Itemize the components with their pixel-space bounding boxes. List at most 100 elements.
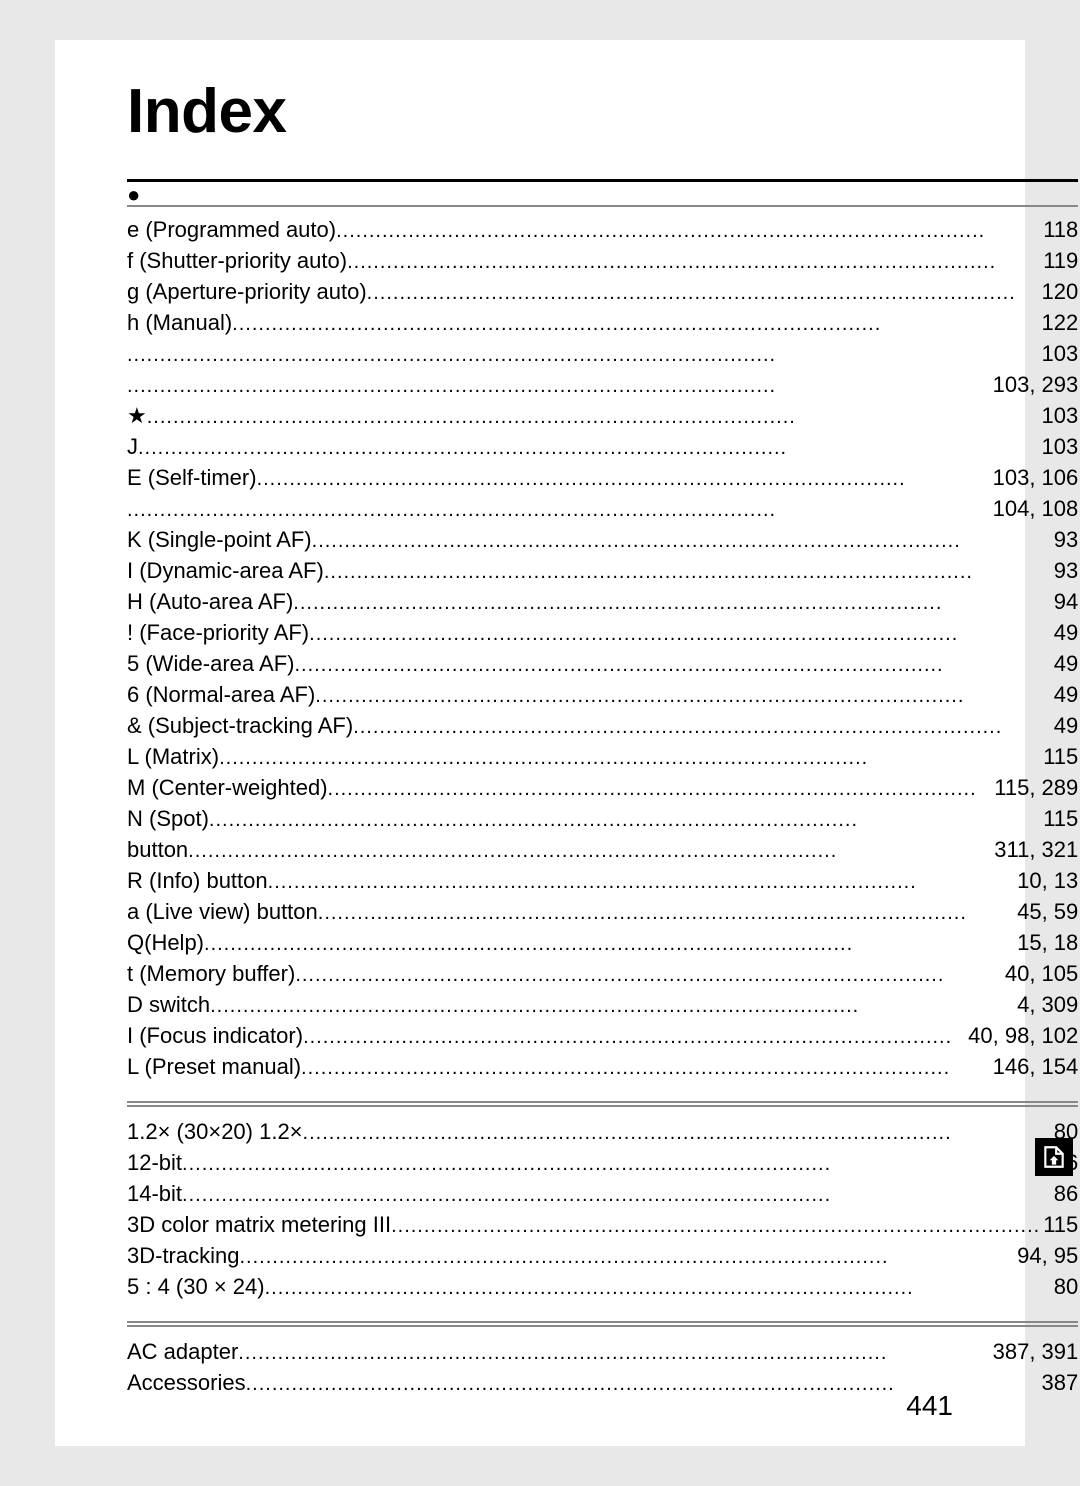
entry-pages: 49 <box>1051 711 1078 740</box>
appendix-tab-icon <box>1035 1138 1073 1176</box>
entry-pages: 119 <box>1040 246 1078 275</box>
entry-pages: 94, 95 <box>1014 1241 1078 1270</box>
index-entry: E (Self-timer)103, 106 <box>127 463 1078 494</box>
entry-pages: 115, 289 <box>991 773 1078 802</box>
left-column: ● e (Programmed auto) 118 f (Shutter-prior… <box>127 173 1078 1440</box>
leader-dots <box>353 711 1051 742</box>
index-entry: g (Aperture-priority auto)120 <box>127 277 1078 308</box>
index-entry: 6 (Normal-area AF)49 <box>127 680 1078 711</box>
leader-dots <box>309 618 1051 649</box>
entry-pages: 4, 309 <box>1014 990 1078 1019</box>
entry-pages: 94 <box>1051 587 1078 616</box>
index-entry: & (Subject-tracking AF) 49 <box>127 711 1078 742</box>
leader-dots <box>204 928 1014 959</box>
leader-dots <box>303 1117 1051 1148</box>
leader-dots <box>347 246 1040 277</box>
entry-pages: 93 <box>1051 525 1078 554</box>
index-entry: a (Live view) button45, 59 <box>127 897 1078 928</box>
entry-label: 5 : 4 (30 × 24) <box>127 1272 265 1301</box>
index-entry: button311, 321 <box>127 835 1078 866</box>
entry-label: 3D-tracking <box>127 1241 239 1270</box>
index-entry: 3D color matrix metering III 115 <box>127 1210 1078 1241</box>
entry-label: & (Subject-tracking AF) <box>127 711 353 740</box>
index-entry: 5 (Wide-area AF)49 <box>127 649 1078 680</box>
leader-dots <box>182 1179 1051 1210</box>
index-entry: Q(Help)15, 18 <box>127 928 1078 959</box>
entry-pages: 103 <box>1039 432 1079 461</box>
index-entry: 103 <box>127 339 1078 370</box>
entry-pages: 40, 98, 102 <box>965 1021 1078 1050</box>
entry-label: M (Center-weighted) <box>127 773 328 802</box>
entry-pages: 387, 391 <box>990 1337 1079 1366</box>
entry-pages: 40, 105 <box>1002 959 1078 988</box>
leader-dots <box>318 897 1014 928</box>
leader-dots <box>324 556 1051 587</box>
entry-label: ! (Face-priority AF) <box>127 618 309 647</box>
leader-dots <box>295 959 1002 990</box>
leader-dots <box>182 1148 1051 1179</box>
leader-dots <box>239 1241 1014 1272</box>
index-entry: 3D-tracking 94, 95 <box>127 1241 1078 1272</box>
entry-pages: 103, 106 <box>990 463 1079 492</box>
leader-dots <box>391 1210 1040 1241</box>
index-entry: M (Center-weighted) 115, 289 <box>127 773 1078 804</box>
index-entry: e (Programmed auto) 118 <box>127 215 1078 246</box>
entry-label: R (Info) button <box>127 866 268 895</box>
leader-dots <box>127 339 1039 370</box>
entry-label: D switch <box>127 990 210 1019</box>
leader-dots <box>188 835 991 866</box>
entry-label: 3D color matrix metering III <box>127 1210 391 1239</box>
entry-pages: 86 <box>1051 1179 1078 1208</box>
index-entry: J 103 <box>127 432 1078 463</box>
leader-dots <box>336 215 1040 246</box>
entry-label: I (Focus indicator) <box>127 1021 303 1050</box>
entry-label: t (Memory buffer) <box>127 959 295 988</box>
entry-pages: 115 <box>1040 1210 1078 1239</box>
entry-pages: 146, 154 <box>990 1052 1079 1081</box>
page-number: 441 <box>906 1390 953 1422</box>
leader-dots <box>312 525 1051 556</box>
leader-dots <box>328 773 992 804</box>
entry-pages: 120 <box>1039 277 1079 306</box>
entry-label: e (Programmed auto) <box>127 215 336 244</box>
entry-label: h (Manual) <box>127 308 232 337</box>
index-entry: ★103 <box>127 401 1078 432</box>
entry-pages: 103 <box>1039 339 1079 368</box>
index-entry: ! (Face-priority AF)49 <box>127 618 1078 649</box>
index-entry: K (Single-point AF) 93 <box>127 525 1078 556</box>
entry-label: button <box>127 835 188 864</box>
section-header-symbols: ● <box>127 179 1078 207</box>
index-entry: t (Memory buffer) 40, 105 <box>127 959 1078 990</box>
bullet-icon: ● <box>127 184 140 206</box>
entry-label: N (Spot) <box>127 804 209 833</box>
entry-pages: 103, 293 <box>990 370 1079 399</box>
leader-dots <box>210 990 1014 1021</box>
leader-dots <box>238 1337 989 1368</box>
leader-dots <box>127 494 990 525</box>
entry-label: K (Single-point AF) <box>127 525 312 554</box>
leader-dots <box>301 1052 990 1083</box>
entry-pages: 118 <box>1040 215 1078 244</box>
leader-dots <box>147 401 1039 432</box>
entry-pages: 115 <box>1040 804 1078 833</box>
entry-pages: 103 <box>1039 401 1079 430</box>
index-entry: 1.2× (30×20) 1.2×80 <box>127 1117 1078 1148</box>
index-entry: L (Matrix)115 <box>127 742 1078 773</box>
index-entry: D switch 4, 309 <box>127 990 1078 1021</box>
entry-label: J <box>127 432 138 461</box>
leader-dots <box>293 587 1051 618</box>
index-entry: I (Dynamic-area AF)93 <box>127 556 1078 587</box>
page-title: Index <box>127 76 953 147</box>
leader-dots <box>367 277 1039 308</box>
entry-pages: 387 <box>1039 1368 1079 1397</box>
entry-label: f (Shutter-priority auto) <box>127 246 347 275</box>
index-entry: R (Info) button10, 13 <box>127 866 1078 897</box>
entry-label: 5 (Wide-area AF) <box>127 649 295 678</box>
leader-dots <box>219 742 1040 773</box>
section-separator <box>127 1101 1078 1107</box>
entry-label: Accessories <box>127 1368 246 1397</box>
entry-pages: 104, 108 <box>990 494 1079 523</box>
entry-label: AC adapter <box>127 1337 238 1366</box>
leader-dots <box>303 1021 965 1052</box>
index-entry: h (Manual)122 <box>127 308 1078 339</box>
